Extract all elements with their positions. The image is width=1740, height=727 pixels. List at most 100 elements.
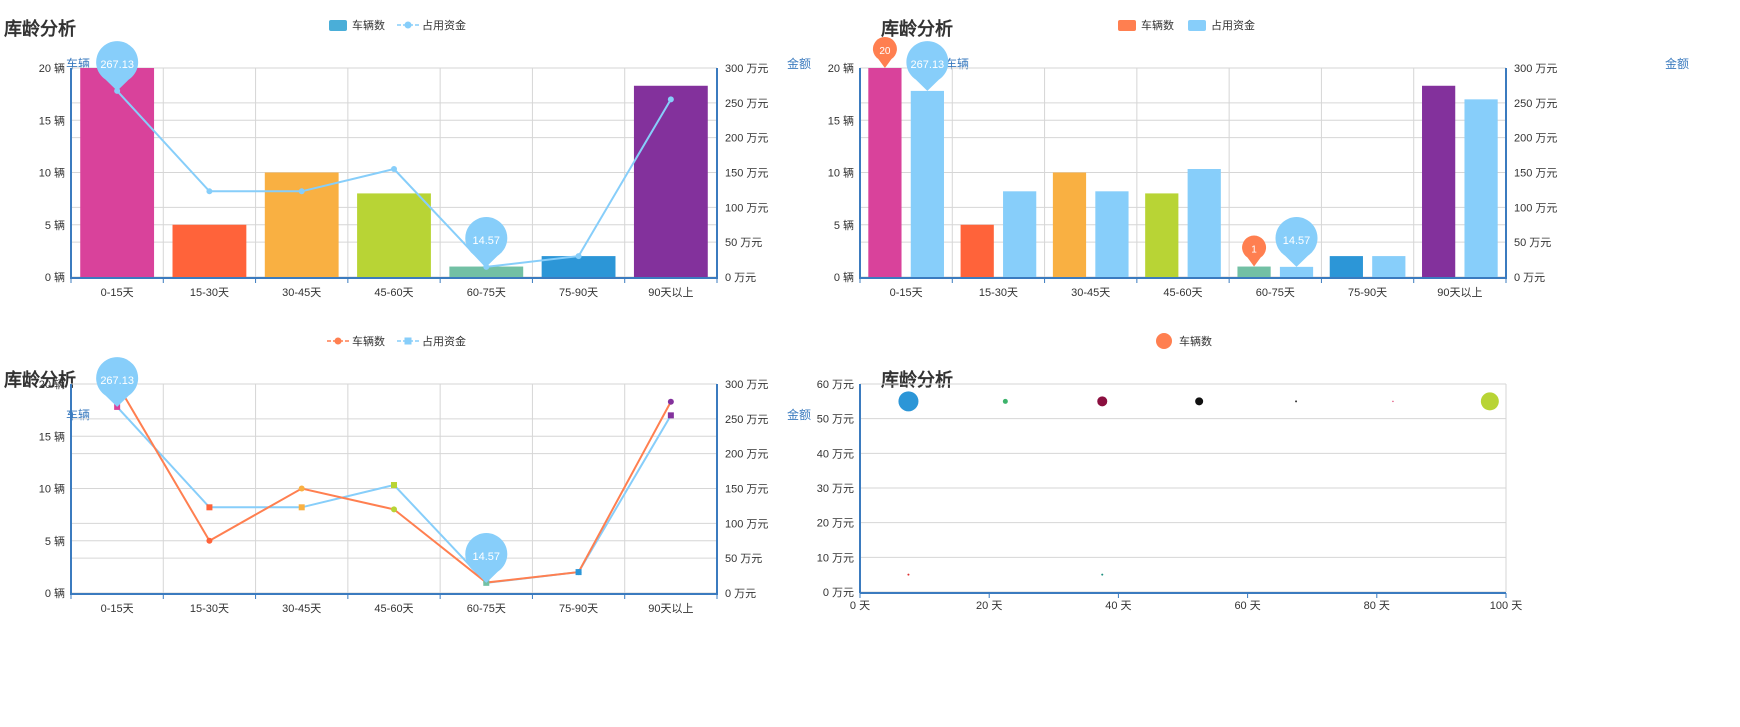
right-y-tick-label: 50 万元 [725,553,762,565]
right-y-tick-label: 250 万元 [1514,98,1557,110]
marker-pin-shape [96,41,139,91]
bar-count-90天以上 [1422,85,1456,277]
x-tick-label: 15-30天 [190,603,229,615]
legend-item[interactable]: 车辆数 [329,18,385,32]
legend-label: 车辆数 [352,334,385,348]
marker-pin-label: 14.57 [473,235,501,247]
chart-panel-scatter: 库龄分析 车辆数 0 万元 10 万元 20 万元 30 万元 40 万元 50 万元 60… [817,333,1523,612]
chart-legend[interactable]: 车辆数 [1156,333,1212,349]
left-y-tick-label: 5 辆 [45,534,65,548]
x-tick-label: 75-90天 [559,603,598,615]
legend-item[interactable]: 车辆数 [1118,18,1174,32]
chart-panel-grouped-bar: 库龄分析 车辆数 占用资金 车辆 金额 0 辆 5 辆 10 辆 15 辆 20 辆 0 万… [828,18,1689,299]
marker-pin-shape [1242,235,1267,267]
legend-item[interactable]: 占用资金 [397,334,466,348]
legend-item[interactable]: 车辆数 [327,334,385,348]
line-point [206,188,213,195]
y-tick-label: 20 万元 [817,518,854,530]
y-tick-label: 40 万元 [817,448,854,460]
line-point-funds [206,504,213,511]
left-y-tick-label: 20 辆 [39,61,65,75]
legend-dot [334,337,342,345]
chart-title: 库龄分析 [881,369,953,390]
marker-pin-label: 14.57 [1283,235,1311,247]
legend-dot [404,337,412,345]
chart-legend[interactable]: 车辆数 占用资金 [1118,18,1255,32]
x-tick-label: 90天以上 [1437,286,1482,299]
legend-label: 车辆数 [1141,18,1174,32]
x-tick-label: 30-45天 [282,603,321,615]
marker-pin-label: 267.13 [100,59,134,71]
line-point [298,188,305,195]
marker-pin-shape [1275,217,1318,267]
legend-dot [1156,333,1172,349]
chart-legend[interactable]: 车辆数 占用资金 [329,18,466,32]
line-point-funds [575,569,582,576]
y-tick-label: 30 万元 [817,483,854,495]
marker-pin-label: 267.13 [911,59,945,71]
right-axis-name: 金额 [787,407,811,422]
x-tick-label: 80 天 [1364,600,1390,612]
bar-funds-75-90天 [1372,256,1406,277]
legend-label: 占用资金 [422,334,466,348]
x-tick-label: 60-75天 [467,287,506,299]
x-tick-label: 15-30天 [190,287,229,299]
line-point-funds [667,412,674,419]
line-point-funds [391,482,397,489]
x-tick-label: 30-45天 [282,287,321,299]
plot-area: 0 万元 10 万元 20 万元 30 万元 40 万元 50 万元 60 万元 0 天 20 … [817,379,1523,612]
x-tick-label: 75-90天 [1348,287,1387,299]
right-y-tick-label: 250 万元 [725,98,768,110]
right-y-tick-label: 150 万元 [725,168,768,180]
left-y-tick-label: 15 辆 [39,113,65,127]
legend-dot [404,21,412,29]
legend-label: 车辆数 [352,18,385,32]
plot-area: 0 辆 5 辆 10 辆 15 辆 20 辆 0 万元 50 万元 100 万元 150 万元 2… [39,41,768,299]
x-tick-label: 30-45天 [1071,287,1110,299]
x-tick-label: 60 天 [1234,600,1260,612]
right-y-tick-label: 0 万元 [725,588,756,600]
scatter-point [1195,397,1204,406]
bar-75-90天 [541,256,616,277]
line-point-count [206,537,213,544]
left-y-tick-label: 20 辆 [39,377,65,391]
right-y-tick-label: 200 万元 [725,449,768,461]
x-tick-label: 100 天 [1490,600,1522,612]
chart-legend[interactable]: 车辆数 占用资金 [327,334,466,348]
bar-funds-60-75天 [1279,266,1314,277]
marker-pin-shape [872,36,897,68]
right-axis-name: 金额 [787,56,811,71]
plot-area: 0 辆 5 辆 10 辆 15 辆 20 辆 0 万元 50 万元 100 万元 150 万元 2… [39,357,768,615]
bar-count-30-45天 [1052,172,1087,277]
left-y-tick-label: 0 辆 [834,270,854,284]
bar-count-45-60天 [1145,193,1179,277]
scatter-point [1480,392,1499,411]
legend-item[interactable]: 占用资金 [1188,18,1255,32]
scatter-point [1101,573,1104,576]
x-tick-label: 0-15天 [101,603,134,615]
legend-item[interactable]: 占用资金 [397,18,466,32]
scatter-point [1295,400,1298,403]
left-axis-name: 车辆 [945,56,969,71]
chart-title: 库龄分析 [4,18,76,39]
line-point [391,166,397,173]
legend-item[interactable]: 车辆数 [1156,333,1212,349]
x-tick-label: 0 天 [850,600,870,612]
right-y-tick-label: 250 万元 [725,414,768,426]
left-y-tick-label: 5 辆 [834,218,854,232]
right-y-tick-label: 150 万元 [1514,168,1557,180]
scatter-point [1002,398,1008,404]
marker-pin-shape [96,357,139,407]
right-y-tick-label: 300 万元 [1514,63,1557,75]
marker-pin-shape [465,217,508,267]
line-point [667,96,674,103]
line-point [575,253,582,260]
right-y-tick-label: 300 万元 [725,379,768,391]
bar-count-75-90天 [1329,256,1363,277]
right-axis-name: 金额 [1665,56,1689,71]
marker-pin: 14.57 [465,217,508,267]
marker-pin-label: 1 [1251,245,1257,256]
line-point-funds [298,504,305,511]
x-tick-label: 90天以上 [648,286,693,299]
